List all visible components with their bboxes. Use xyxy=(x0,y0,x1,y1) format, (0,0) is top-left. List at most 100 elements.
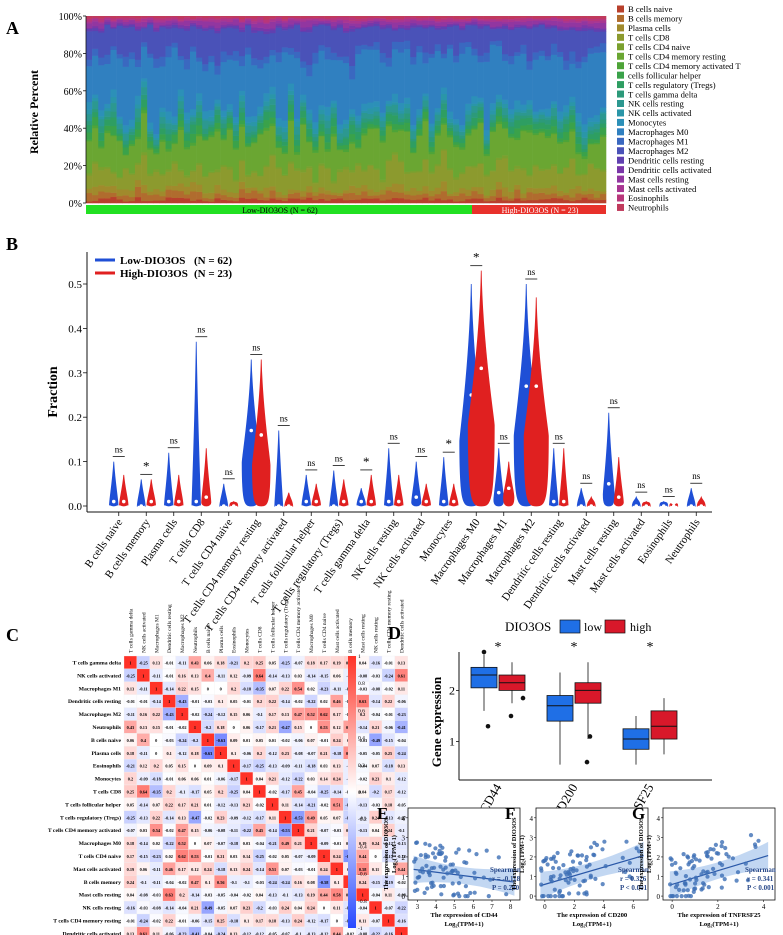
scatter-point xyxy=(686,862,691,867)
bar-segment xyxy=(471,190,478,199)
bar-segment xyxy=(367,164,374,166)
bar-segment xyxy=(183,69,191,113)
violin-shape xyxy=(174,474,184,507)
heatmap-cell: 0.06 xyxy=(123,733,138,747)
bar-segment xyxy=(495,46,503,95)
bar-segment xyxy=(379,26,387,30)
bar-segment xyxy=(495,99,503,103)
bar-segment xyxy=(226,196,234,201)
bar-segment xyxy=(116,16,124,18)
heatmap-cell: 0.07 xyxy=(330,810,344,824)
violin-shape xyxy=(219,483,229,507)
violin-median xyxy=(671,504,676,508)
bar-segment xyxy=(324,148,332,152)
heatmap-row-label: Plasma cells xyxy=(91,751,121,757)
bar-segment xyxy=(569,27,576,30)
heatmap-cell-value: 0.17 xyxy=(178,802,186,807)
heatmap-cell: 0.09 xyxy=(201,759,215,773)
bar-segment xyxy=(465,41,472,47)
bar-segment xyxy=(453,135,460,143)
scatter-point xyxy=(438,843,443,848)
bar-segment xyxy=(587,47,595,54)
bar-segment xyxy=(532,134,540,165)
bar-segment xyxy=(159,200,166,204)
heatmap-cell-value: 0.47 xyxy=(191,880,199,885)
heatmap-cell-value: 0.21 xyxy=(191,906,199,911)
scatter-point xyxy=(488,877,493,882)
bar-segment xyxy=(128,174,136,191)
heatmap-cell: 0.15 xyxy=(175,759,189,773)
bar-segment xyxy=(214,171,221,185)
heatmap-cell-value: 0.13 xyxy=(398,764,406,769)
heatmap-cell-value: -0.09 xyxy=(139,777,148,782)
scatter-point xyxy=(467,848,472,853)
bar-segment xyxy=(434,129,442,134)
bar-segment xyxy=(514,184,521,190)
bar-segment xyxy=(514,26,521,29)
heatmap-cell: 0.01 xyxy=(239,733,254,747)
heatmap-cell-value: -0.01 xyxy=(165,660,174,665)
bar-segment xyxy=(373,198,380,204)
bar-segment xyxy=(508,121,515,127)
bar-segment xyxy=(514,20,521,22)
heatmap-cell-value: -0.02 xyxy=(190,712,199,717)
legend-label: Dendritic cells resting xyxy=(628,155,705,165)
bar-segment xyxy=(312,16,319,18)
heatmap-cell: -0.09 xyxy=(304,849,318,863)
stacked-bar xyxy=(104,16,111,204)
heatmap-cell-value: -0.18 xyxy=(242,686,251,691)
violin-median xyxy=(369,499,374,504)
heatmap-cell-value: 0.1 xyxy=(244,918,249,923)
bar-segment xyxy=(177,100,185,109)
heatmap-cell-value: 0.2 xyxy=(360,712,365,717)
heatmap-cell: 0.13 xyxy=(175,810,189,824)
bar-segment xyxy=(471,48,478,56)
bar-segment xyxy=(459,18,466,20)
bar-segment xyxy=(232,147,240,150)
heatmap-cell: 0.04 xyxy=(123,888,138,902)
scatter-point xyxy=(551,865,556,871)
scatter-point xyxy=(730,856,736,861)
heatmap-cell: -0.05 xyxy=(214,900,228,915)
heatmap-cell-value: 0.04 xyxy=(359,660,367,665)
bar-segment xyxy=(159,56,166,67)
heatmap-cell: 0.64 xyxy=(136,784,150,799)
violin-shape xyxy=(252,359,271,507)
bar-segment xyxy=(104,132,111,167)
bar-segment xyxy=(269,49,276,56)
bar-segment xyxy=(557,17,564,20)
heatmap-cell: 0 xyxy=(201,681,215,695)
bar-segment xyxy=(275,52,283,63)
bar-segment xyxy=(318,109,325,115)
bar-segment xyxy=(330,100,338,104)
heatmap-cell-value: 0.25 xyxy=(385,751,393,756)
heatmap-cell: 0.07 xyxy=(278,862,292,876)
violin-shape xyxy=(523,297,549,507)
bar-segment xyxy=(440,53,448,59)
bar-segment xyxy=(459,25,466,29)
heatmap-cell: 0.06 xyxy=(175,771,189,786)
bar-segment xyxy=(306,32,313,66)
bar-segment xyxy=(434,20,442,23)
heatmap-cell: 0.21 xyxy=(239,797,254,811)
bar-segment xyxy=(575,185,582,194)
bar-segment xyxy=(465,46,472,104)
heatmap-cell: -0.01 xyxy=(381,655,396,670)
bar-segment xyxy=(587,163,595,189)
bar-segment xyxy=(581,158,588,174)
heatmap-cell-value: 0.54 xyxy=(294,686,302,691)
bar-segment xyxy=(563,29,570,31)
bar-segment xyxy=(355,20,362,24)
heatmap-cell: -0.24 xyxy=(381,668,396,682)
violin-median xyxy=(496,490,501,495)
bar-segment xyxy=(104,168,111,187)
bar-segment xyxy=(508,118,515,123)
heatmap-cell-value: -0.06 xyxy=(242,751,252,756)
bar-segment xyxy=(214,122,221,129)
heatmap-cell: -0.01 xyxy=(162,668,176,682)
bar-segment xyxy=(471,112,478,118)
heatmap-cell: 0.17 xyxy=(123,849,138,863)
bar-segment xyxy=(349,17,356,21)
bar-segment xyxy=(373,111,380,116)
heatmap-cell-value: -0.16 xyxy=(371,660,381,665)
